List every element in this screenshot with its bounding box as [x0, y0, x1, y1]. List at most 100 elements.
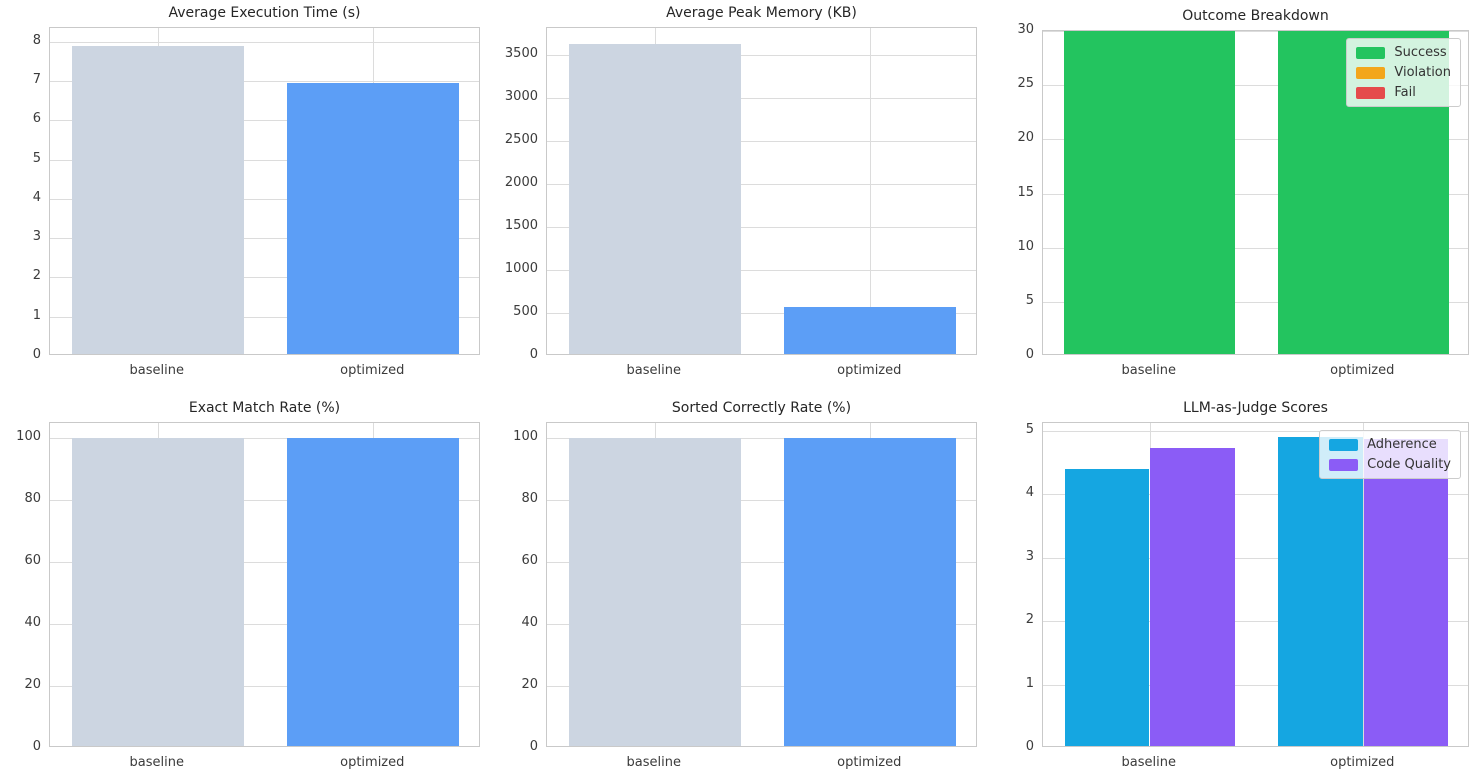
gridline: [547, 312, 976, 314]
y-tick-label: 3000: [504, 88, 538, 104]
legend-swatch: [1356, 86, 1386, 99]
y-tick-label: 2: [1025, 612, 1034, 628]
y-tick-label: 80: [521, 491, 538, 507]
bar: [71, 46, 244, 354]
y-tick-label: 8: [32, 32, 41, 48]
gridline: [1043, 684, 1468, 686]
gridline: [547, 438, 976, 440]
gridline: [547, 183, 976, 185]
y-tick-label: 5: [1025, 421, 1034, 437]
gridline: [547, 269, 976, 271]
y-tick-label: 7: [32, 72, 41, 88]
legend-entry: Adherence: [1329, 437, 1451, 452]
gridline: [1043, 494, 1468, 496]
gridline: [1043, 247, 1468, 249]
gridline: [1043, 85, 1468, 87]
legend-entry: Code Quality: [1329, 457, 1451, 472]
gridline: [50, 500, 479, 502]
plot-area: [546, 422, 977, 747]
bar: [287, 82, 460, 354]
y-tick-label: 100: [513, 429, 538, 445]
x-tick-label: baseline: [129, 363, 184, 378]
gridline: [50, 81, 479, 83]
y-tick-label: 0: [1025, 739, 1034, 754]
y-tick-label: 0: [529, 347, 538, 362]
y-tick-label: 20: [1017, 130, 1034, 146]
legend-label: Success: [1394, 45, 1447, 60]
y-tick-label: 25: [1017, 76, 1034, 92]
legend-entry: Fail: [1356, 85, 1451, 100]
legend-swatch: [1329, 458, 1359, 471]
y-tick-label: 2000: [504, 174, 538, 190]
y-tick-label: 4: [32, 189, 41, 205]
plot-area: [546, 27, 977, 355]
y-tick-label: 30: [1017, 22, 1034, 37]
gridline: [50, 562, 479, 564]
y-tick-label: 15: [1017, 184, 1034, 200]
plot-area: [49, 27, 480, 355]
gridline: [50, 238, 479, 240]
y-tick-label: 0: [32, 739, 41, 754]
gridline: [870, 28, 872, 354]
gridline: [50, 438, 479, 440]
gridline: [1043, 31, 1468, 32]
gridline: [1043, 430, 1468, 432]
y-tick-label: 1: [1025, 675, 1034, 691]
x-tick-label: baseline: [626, 363, 681, 378]
gridline: [1043, 301, 1468, 303]
gridline: [50, 624, 479, 626]
y-tick-label: 10: [1017, 238, 1034, 254]
y-tick-label: 40: [521, 615, 538, 631]
y-tick-label: 500: [513, 303, 538, 319]
plot-area: Success Violation Fail: [1042, 30, 1469, 355]
y-tick-label: 20: [521, 677, 538, 693]
gridline: [547, 97, 976, 99]
gridline: [50, 120, 479, 122]
bar: [784, 306, 957, 354]
gridline: [50, 316, 479, 318]
chart-title: Exact Match Rate (%): [188, 400, 341, 416]
x-tick-label: baseline: [1121, 363, 1176, 378]
legend-label: Code Quality: [1367, 457, 1451, 472]
legend-swatch: [1356, 46, 1386, 59]
x-tick-label: optimized: [1330, 755, 1395, 770]
plot-area: [49, 422, 480, 747]
y-tick-label: 3500: [504, 45, 538, 61]
gridline: [547, 500, 976, 502]
y-tick-label: 5: [32, 150, 41, 166]
chart-title: LLM-as-Judge Scores: [1183, 400, 1328, 416]
gridline: [1043, 193, 1468, 195]
gridline: [50, 159, 479, 161]
bar: [1278, 436, 1363, 746]
chart-title: Sorted Correctly Rate (%): [671, 400, 852, 416]
gridline: [50, 686, 479, 688]
y-tick-label: 3: [32, 229, 41, 245]
bar: [1150, 447, 1235, 746]
y-tick-label: 100: [16, 429, 41, 445]
y-tick-label: 80: [24, 491, 41, 507]
y-tick-label: 60: [24, 553, 41, 569]
legend-swatch: [1356, 66, 1386, 79]
x-tick-label: optimized: [1330, 363, 1395, 378]
gridline: [50, 277, 479, 279]
y-tick-label: 0: [529, 739, 538, 754]
x-tick-label: baseline: [626, 755, 681, 770]
bar: [71, 438, 244, 746]
chart-title: Outcome Breakdown: [1182, 8, 1329, 24]
legend-swatch: [1329, 438, 1359, 451]
gridline: [50, 198, 479, 200]
gridline: [50, 41, 479, 43]
legend: Adherence Code Quality: [1319, 430, 1461, 479]
bar: [287, 438, 460, 746]
y-tick-label: 1: [32, 307, 41, 323]
x-tick-label: optimized: [340, 363, 405, 378]
chart-title: Average Peak Memory (KB): [666, 5, 857, 21]
legend-label: Fail: [1394, 85, 1416, 100]
y-tick-label: 0: [1025, 347, 1034, 362]
y-tick-label: 1000: [504, 260, 538, 276]
gridline: [1043, 621, 1468, 623]
y-tick-label: 6: [32, 111, 41, 127]
y-tick-label: 4: [1025, 485, 1034, 501]
x-tick-label: baseline: [1121, 755, 1176, 770]
